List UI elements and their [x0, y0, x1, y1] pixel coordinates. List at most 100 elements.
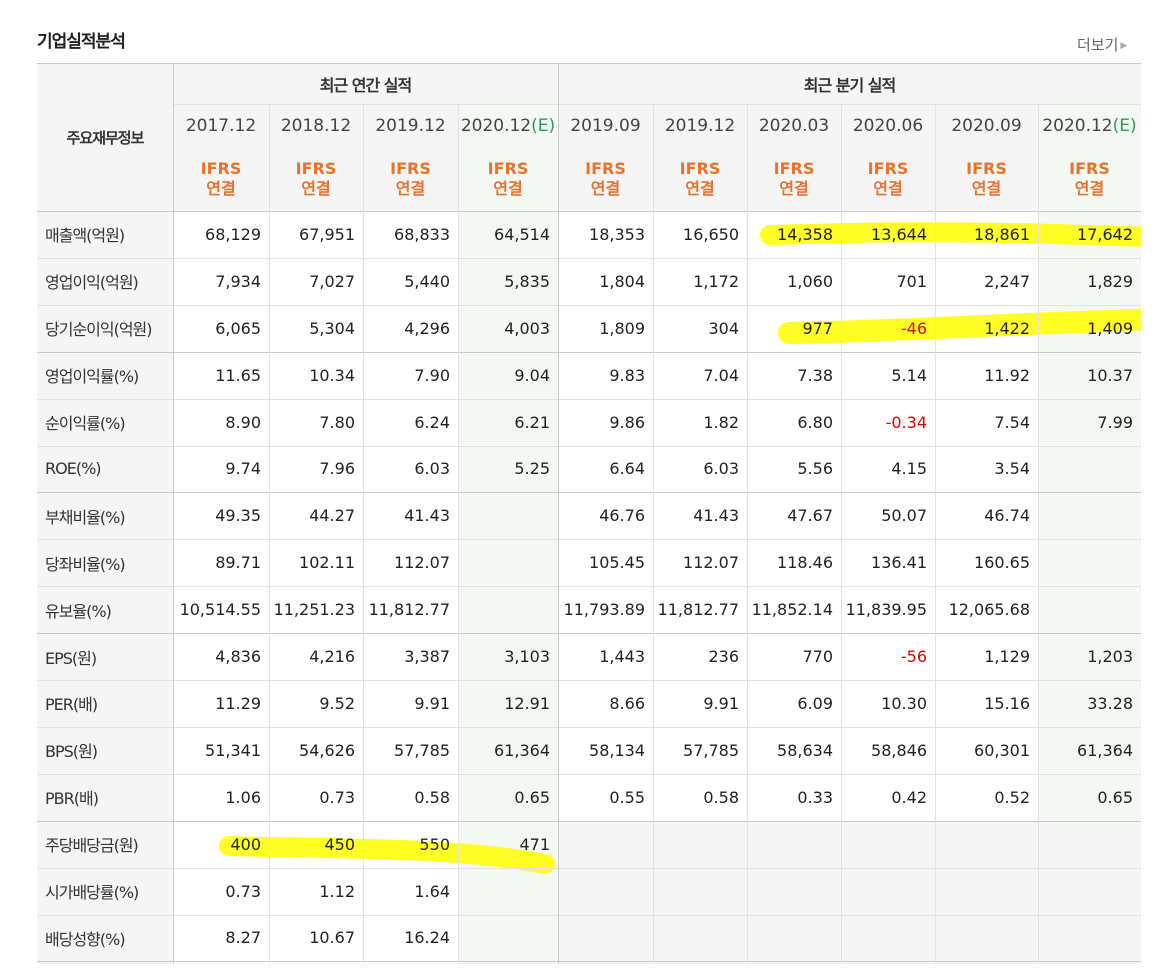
estimate-mark: (E) [1112, 115, 1137, 136]
row-label: 매출액(억원) [45, 226, 125, 246]
consolidated-label: 연결 [971, 179, 1002, 198]
table-cell: 44.27 [309, 506, 355, 526]
table-cell: 11.92 [984, 365, 1030, 385]
table-cell: 57,785 [683, 740, 739, 760]
table-cell: 0.58 [703, 787, 739, 807]
table-cell: 5.56 [797, 459, 833, 479]
table-cell: 9.04 [514, 365, 550, 385]
table-cell: 1,203 [1087, 647, 1133, 667]
table-cell: 0.65 [1097, 787, 1133, 807]
ifrs-badge: IFRS 연결 [558, 147, 653, 211]
table-cell: 1.82 [703, 412, 739, 432]
table-cell: 50.07 [881, 506, 927, 526]
ifrs-badge: IFRS 연결 [841, 147, 935, 211]
table-cell: 9.83 [609, 365, 645, 385]
table-cell: -0.34 [885, 412, 927, 432]
table-cell: 10.67 [309, 928, 355, 948]
table-cell: 0.52 [994, 787, 1030, 807]
empty-quarter-dividend-bg [558, 820, 1141, 964]
table-cell: 10.30 [881, 693, 927, 713]
ifrs-label: IFRS [585, 159, 626, 178]
table-cell: 112.07 [394, 553, 450, 573]
table-cell: 0.73 [225, 881, 261, 901]
table-cell: -56 [900, 647, 927, 667]
ifrs-label: IFRS [679, 159, 721, 178]
row-label: 배당성향(%) [45, 929, 126, 949]
table-cell: 11,251.23 [273, 600, 355, 620]
table-cell: 1.06 [225, 787, 261, 807]
table-cell: 18,861 [974, 224, 1030, 244]
table-cell: 10.34 [309, 365, 355, 385]
table-cell: 7.99 [1097, 412, 1133, 432]
table-cell: 6.03 [414, 459, 450, 479]
table-cell: 105.45 [589, 553, 645, 573]
table-cell: 0.42 [891, 787, 927, 807]
ifrs-badge: IFRS 연결 [363, 147, 458, 211]
table-cell: 1.12 [319, 881, 355, 901]
table-cell: 9.52 [319, 693, 355, 713]
more-label: 더보기 [1077, 36, 1119, 54]
table-cell: 51,341 [205, 740, 261, 760]
consolidated-label: 연결 [395, 179, 426, 198]
table-cell: 1,060 [787, 271, 833, 291]
chevron-right-icon: ▶ [1120, 41, 1128, 51]
table-cell: 7.80 [319, 412, 355, 432]
table-cell: 3.54 [994, 459, 1030, 479]
table-cell: 11.65 [215, 365, 261, 385]
table-cell: 4.15 [891, 459, 927, 479]
consolidated-label: 연결 [685, 179, 715, 198]
table-cell: 10,514.55 [179, 600, 261, 620]
table-cell: 11,812.77 [368, 600, 450, 620]
table-cell: 7,934 [215, 271, 261, 291]
table-cell: 0.55 [609, 787, 645, 807]
table-cell: 977 [802, 318, 833, 338]
ifrs-label: IFRS [295, 159, 337, 178]
ifrs-label: IFRS [390, 159, 431, 178]
period-label: 2019.09 [570, 115, 641, 136]
table-cell: 41.43 [693, 506, 739, 526]
ifrs-label: IFRS [966, 159, 1007, 178]
period-label: 2017.12 [185, 115, 257, 136]
table-cell: 6.64 [609, 459, 645, 479]
ifrs-badge: IFRS 연결 [173, 147, 269, 211]
table-cell: 6.03 [703, 459, 739, 479]
period-header: 2020.12 (E) [458, 104, 558, 147]
table-cell: 46.76 [599, 506, 645, 526]
table-cell: 49.35 [215, 506, 261, 526]
table-cell: 6.09 [797, 693, 833, 713]
table-cell: 4,003 [504, 318, 550, 338]
table-cell: 770 [802, 647, 833, 667]
ifrs-label: IFRS [773, 159, 815, 178]
table-cell: 136.41 [871, 553, 927, 573]
period-header: 2020.12 (E) [1038, 104, 1141, 147]
table-cell: 6.21 [514, 412, 550, 432]
row-label: 영업이익(억원) [45, 273, 139, 293]
ifrs-badge: IFRS 연결 [458, 147, 558, 211]
table-cell: 7,027 [309, 271, 355, 291]
ifrs-label: IFRS [867, 159, 909, 178]
financial-summary-table: 주요재무정보 최근 연간 실적 최근 분기 실적 2017.12 IFRS 연결 2018.… [37, 63, 1141, 964]
table-cell: 7.96 [319, 459, 355, 479]
table-cell: 11,852.14 [751, 600, 833, 620]
ifrs-badge: IFRS 연결 [653, 147, 747, 211]
consolidated-label: 연결 [493, 179, 523, 198]
period-label: 2020.12 [1042, 115, 1113, 136]
table-cell: 7.04 [703, 365, 739, 385]
table-cell: 6.80 [797, 412, 833, 432]
period-header: 2018.12 [269, 104, 363, 147]
table-cell: 47.67 [787, 506, 833, 526]
table-cell: 13,644 [871, 224, 927, 244]
row-label: BPS(원) [45, 742, 98, 762]
estimate-mark: (E) [531, 115, 556, 136]
period-label: 2019.12 [375, 115, 446, 136]
more-link[interactable]: 더보기 ▶ [1077, 34, 1127, 55]
table-cell: 5.25 [514, 459, 550, 479]
header-background [37, 63, 1141, 211]
row-label: 유보율(%) [45, 601, 112, 621]
table-cell: 6,065 [215, 318, 261, 338]
consolidated-label: 연결 [206, 179, 236, 198]
table-cell: 1,172 [693, 271, 739, 291]
period-header: 2019.12 [363, 104, 458, 147]
table-cell: 1,809 [599, 318, 645, 338]
table-cell: 9.86 [609, 412, 645, 432]
